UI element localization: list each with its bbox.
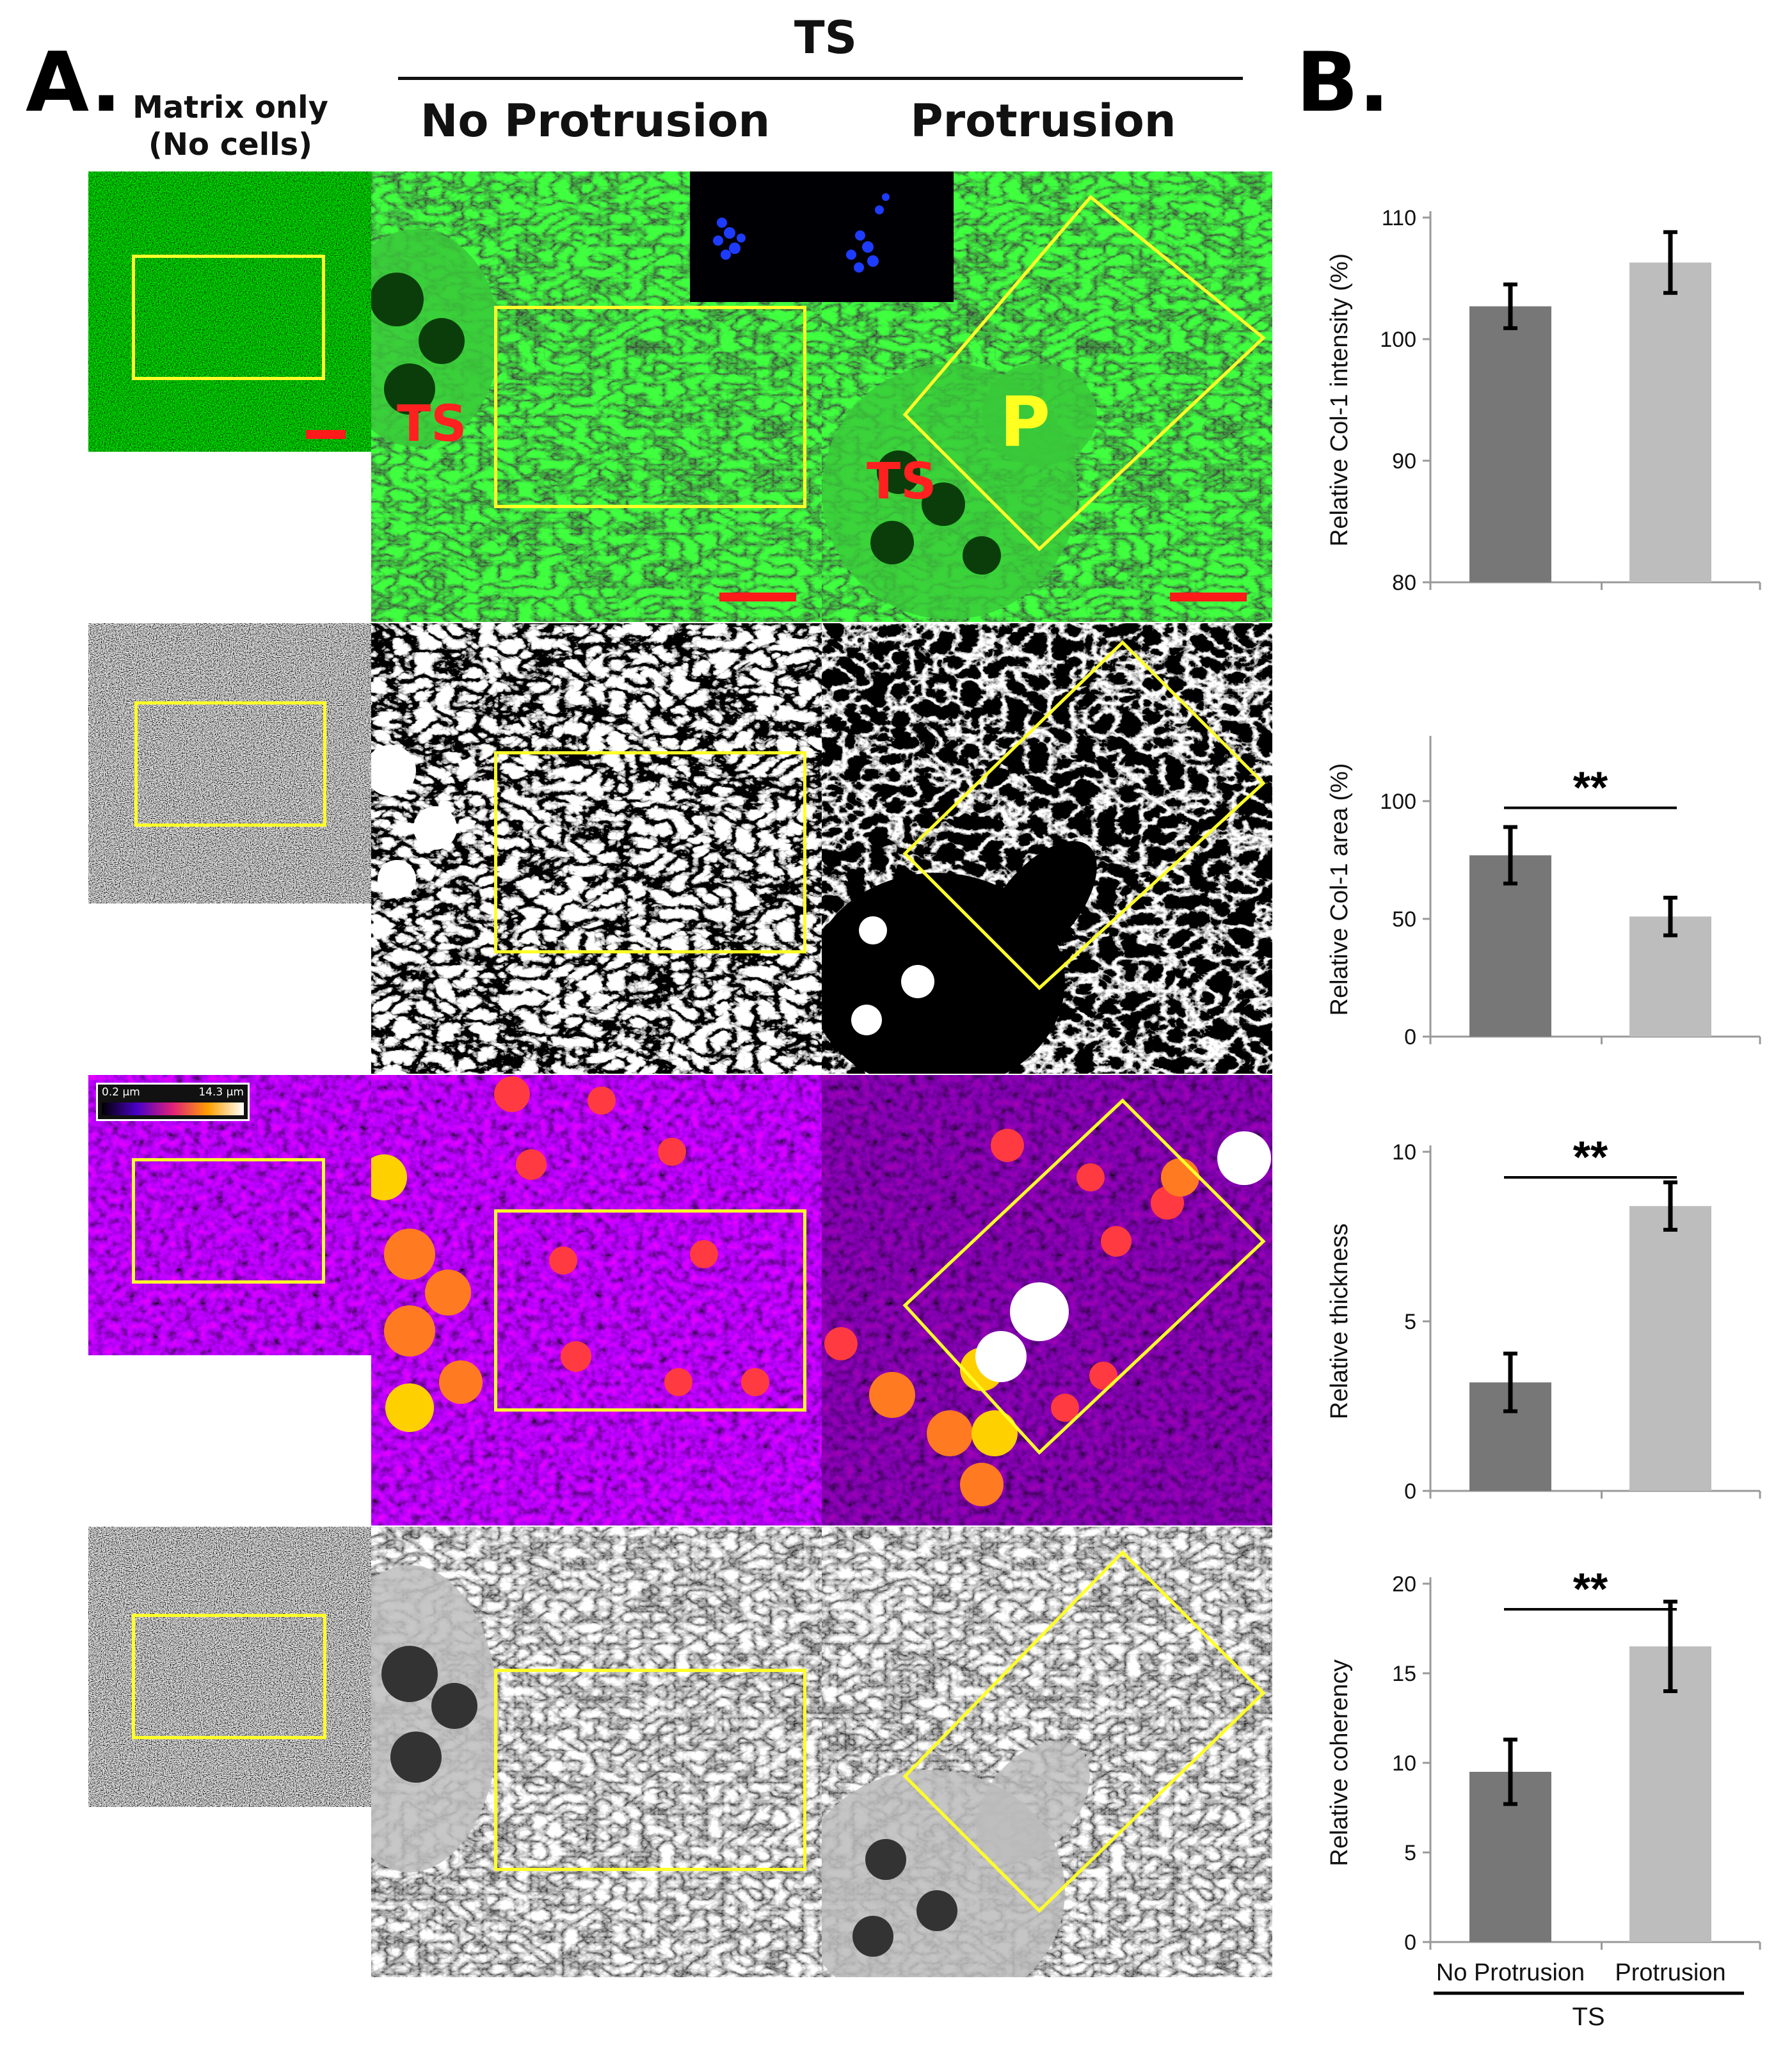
significance-stars: ** bbox=[1573, 1132, 1608, 1182]
roi-box bbox=[132, 1158, 325, 1284]
nuclei-inset bbox=[822, 171, 954, 302]
roi-box bbox=[132, 255, 325, 380]
matrix-only-col1-image bbox=[88, 171, 371, 452]
y-tick-label: 0 bbox=[1404, 1479, 1416, 1504]
thickness-colorbar: 0.2 µm 14.3 µm bbox=[96, 1083, 250, 1121]
ts-label: TS bbox=[867, 453, 937, 511]
y-tick-label: 5 bbox=[1404, 1841, 1416, 1865]
protrusion-area-image bbox=[822, 623, 1272, 1074]
roi-box bbox=[494, 1209, 806, 1412]
y-tick-label: 20 bbox=[1392, 1572, 1416, 1596]
y-tick-label: 110 bbox=[1382, 206, 1416, 230]
y-tick-label: 0 bbox=[1404, 1931, 1416, 1955]
matrix-only-thickness-image: 0.2 µm 14.3 µm bbox=[88, 1075, 371, 1355]
y-tick-label: 100 bbox=[1380, 328, 1416, 352]
matrix-only-header-line1: Matrix only bbox=[132, 90, 328, 125]
bar-no-protrusion bbox=[1469, 1382, 1551, 1491]
no-protrusion-area-image bbox=[371, 623, 822, 1074]
bar-no-protrusion bbox=[1469, 1772, 1551, 1942]
roi-box bbox=[134, 701, 326, 827]
x-category-label: Protrusion bbox=[1615, 1959, 1725, 1986]
y-tick-label: 50 bbox=[1392, 907, 1416, 932]
matrix-only-area-image bbox=[88, 623, 371, 904]
no-protrusion-coherency-image bbox=[371, 1527, 822, 1977]
y-axis-label: Relative thickness bbox=[1326, 1223, 1353, 1419]
y-tick-label: 5 bbox=[1404, 1310, 1416, 1334]
bar-chart-3: 0 5 10 Relative thickness ** bbox=[1326, 1132, 1761, 1504]
scale-bar bbox=[719, 593, 796, 601]
colorbar-gradient bbox=[102, 1103, 244, 1115]
y-axis-label: Relative coherency bbox=[1326, 1659, 1353, 1866]
roi-box bbox=[494, 306, 806, 508]
protrusion-header: Protrusion bbox=[910, 95, 1176, 147]
nuclei-inset bbox=[690, 171, 822, 302]
roi-box bbox=[494, 1669, 806, 1871]
bar-chart-4: 0 5 10 15 20 Relative coherency ** bbox=[1326, 1564, 1761, 1955]
scale-bar bbox=[1170, 593, 1247, 601]
protrusion-thickness-image bbox=[822, 1075, 1272, 1525]
y-tick-label: 10 bbox=[1392, 1140, 1416, 1165]
significance-stars: ** bbox=[1573, 1564, 1608, 1614]
bar-chart-1: 80 90 100 110 Relative Col-1 intensity (%) bbox=[1326, 206, 1761, 595]
bar-chart-2: 0 50 100 Relative Col-1 area (%) ** bbox=[1326, 736, 1761, 1049]
protrusion-col1-image: TS P bbox=[822, 171, 1272, 622]
matrix-only-header-line2: (No cells) bbox=[148, 127, 313, 163]
panel-a-label: A. bbox=[26, 35, 122, 131]
y-axis-label: Relative Col-1 area (%) bbox=[1326, 763, 1353, 1016]
bar-protrusion bbox=[1629, 262, 1711, 582]
ts-header: TS bbox=[794, 12, 858, 64]
y-tick-label: 100 bbox=[1380, 790, 1416, 814]
roi-box bbox=[132, 1614, 326, 1739]
y-tick-label: 90 bbox=[1392, 449, 1416, 474]
y-tick-label: 0 bbox=[1404, 1025, 1416, 1049]
panel-b-label: B. bbox=[1296, 35, 1390, 131]
y-axis-label: Relative Col-1 intensity (%) bbox=[1326, 253, 1353, 546]
protrusion-coherency-image bbox=[822, 1527, 1272, 1977]
bar-protrusion bbox=[1629, 916, 1711, 1037]
ts-label: TS bbox=[397, 395, 467, 453]
no-protrusion-thickness-image bbox=[371, 1075, 822, 1525]
bar-no-protrusion bbox=[1469, 306, 1551, 582]
matrix-only-coherency-image bbox=[88, 1527, 371, 1807]
no-protrusion-col1-image: TS bbox=[371, 171, 822, 622]
y-tick-label: 15 bbox=[1392, 1662, 1416, 1686]
scale-bar bbox=[306, 430, 346, 439]
colorbar-min-label: 0.2 µm bbox=[102, 1086, 140, 1099]
roi-box bbox=[494, 751, 806, 953]
group-label: TS bbox=[1572, 2003, 1604, 2031]
bar-protrusion bbox=[1629, 1206, 1711, 1491]
x-category-label: No Protrusion bbox=[1436, 1959, 1585, 1986]
ts-header-line bbox=[398, 77, 1243, 80]
bar-no-protrusion bbox=[1469, 855, 1551, 1037]
y-tick-label: 10 bbox=[1392, 1751, 1416, 1776]
protrusion-label: P bbox=[1000, 383, 1051, 463]
y-tick-label: 80 bbox=[1392, 571, 1416, 595]
bar-protrusion bbox=[1629, 1646, 1711, 1942]
colorbar-max-label: 14.3 µm bbox=[198, 1086, 244, 1099]
significance-stars: ** bbox=[1573, 762, 1608, 812]
no-protrusion-header: No Protrusion bbox=[420, 95, 771, 147]
